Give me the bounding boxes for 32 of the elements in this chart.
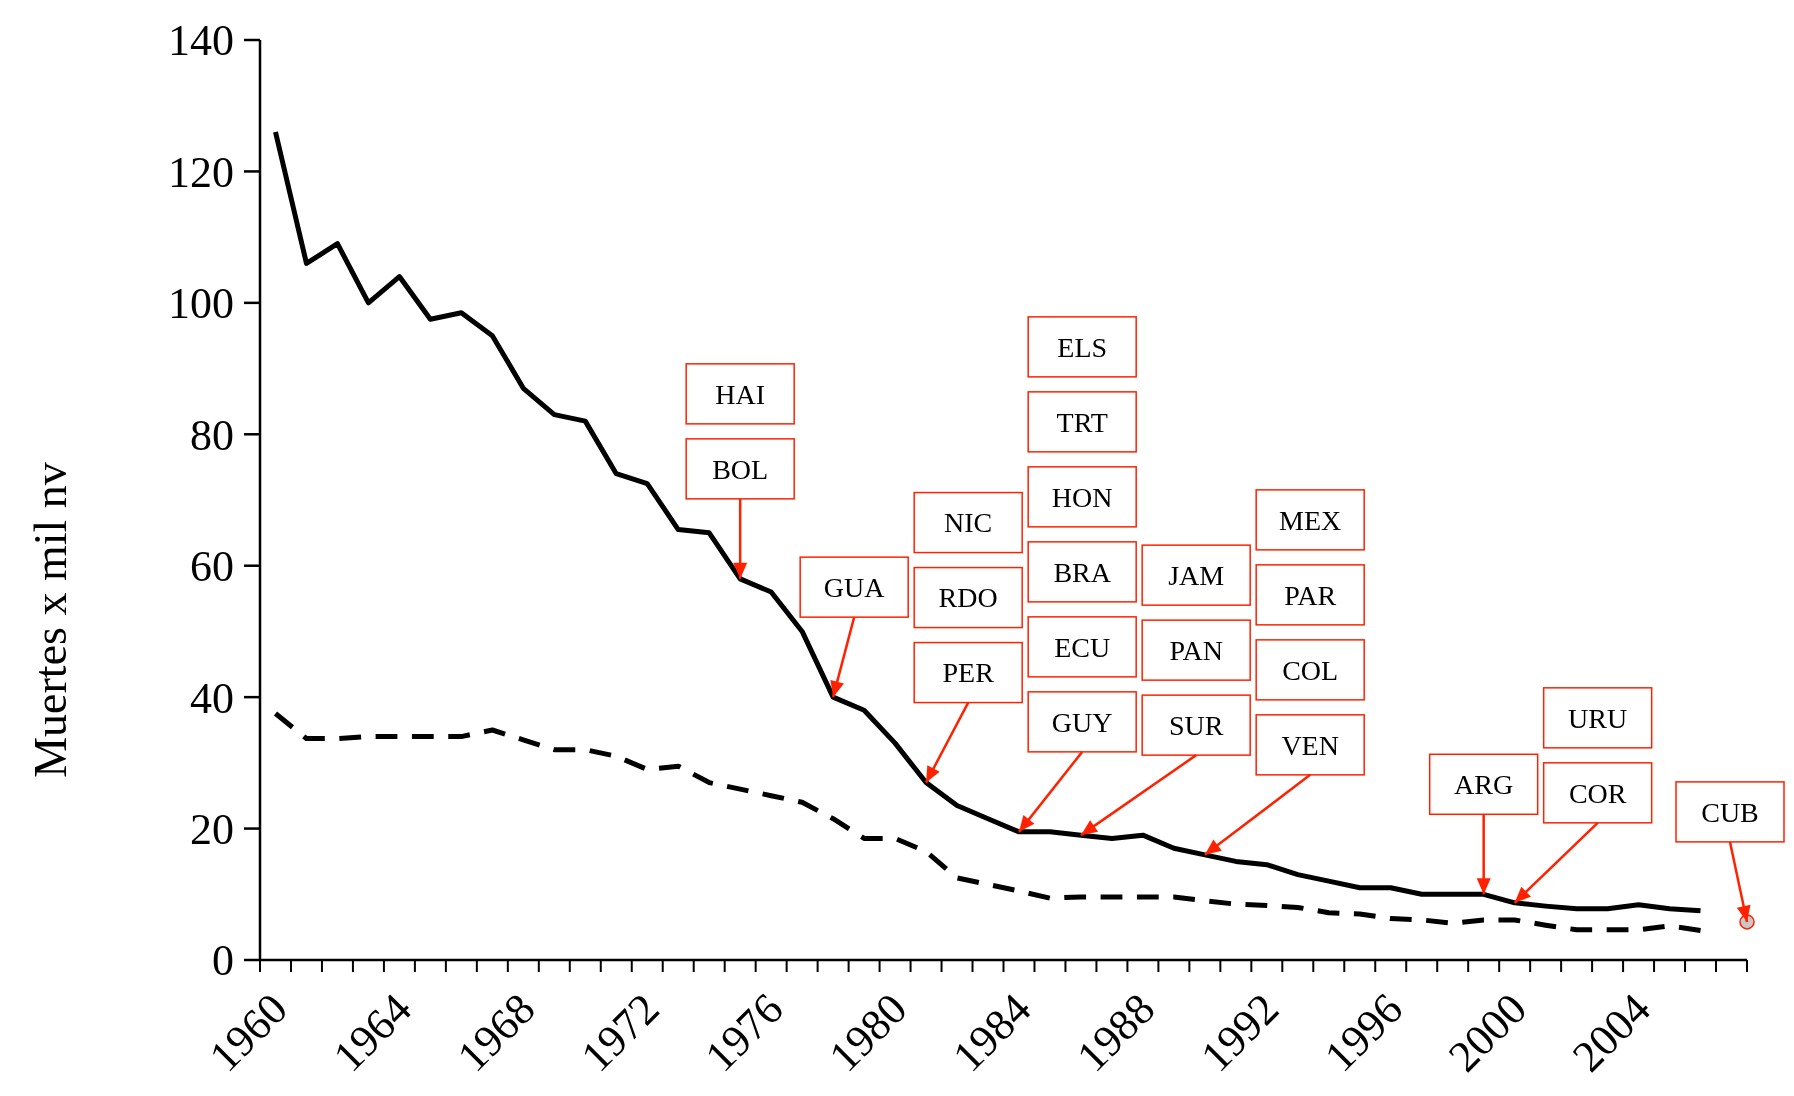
annotation: HAI (715, 378, 766, 410)
annotation: ELS (1057, 331, 1108, 363)
y-tick-label: 100 (168, 279, 234, 329)
annotation: MEX (1279, 504, 1342, 536)
annotation: COR (1568, 777, 1627, 809)
y-axis-title: Muertes x mil nv (25, 462, 76, 778)
annotation: VEN (1281, 729, 1339, 761)
annotation: GUY (1051, 706, 1113, 738)
annotation: GUA (823, 571, 886, 603)
annotation: COL (1282, 654, 1339, 686)
annotation: CUB (1701, 796, 1759, 828)
y-tick-label: 0 (212, 936, 234, 986)
annotation: PER (942, 657, 995, 689)
annotation: ECU (1054, 631, 1111, 663)
y-tick-label: 140 (168, 16, 234, 66)
y-tick-label: 40 (190, 673, 234, 723)
annotation: SUR (1168, 709, 1224, 741)
annotation: JAM (1168, 559, 1225, 591)
y-tick-label: 120 (168, 147, 234, 197)
y-tick-label: 80 (190, 410, 234, 460)
annotation: BRA (1053, 556, 1112, 588)
annotation: ARG (1454, 769, 1514, 801)
annotation: RDO (938, 582, 998, 614)
annotation: PAR (1284, 579, 1337, 611)
y-tick-label: 60 (190, 542, 234, 592)
annotation: NIC (944, 507, 993, 539)
annotation: PAN (1169, 634, 1223, 666)
y-tick-label: 20 (190, 804, 234, 854)
annotation: TRT (1056, 406, 1108, 438)
annotation: HON (1051, 481, 1113, 513)
annotation: BOL (712, 453, 769, 485)
annotation: URU (1568, 702, 1628, 734)
